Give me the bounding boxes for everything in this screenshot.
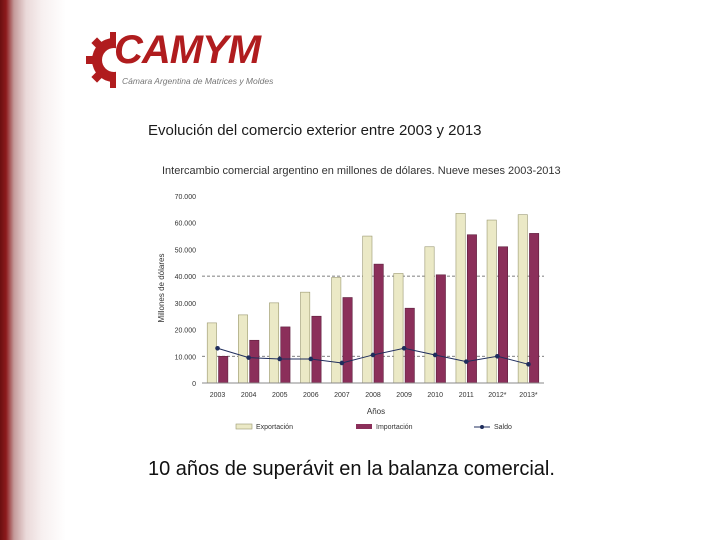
saldo-point <box>463 359 469 364</box>
x-tick-label: 2008 <box>365 392 381 399</box>
x-axis-label: Años <box>367 407 385 416</box>
bar-importacion <box>498 246 508 384</box>
bar-exportacion <box>300 291 311 384</box>
legend-label-saldo: Saldo <box>494 424 512 431</box>
bar-exportacion <box>269 302 280 384</box>
x-tick-label: 2013* <box>519 392 538 399</box>
bar-importacion <box>280 326 291 384</box>
x-tick-label: 2011 <box>459 392 474 399</box>
saldo-point <box>432 352 438 358</box>
legend-label-importacion: Importación <box>376 424 413 431</box>
y-tick-label: 60.000 <box>175 221 197 228</box>
bar-exportacion <box>393 273 404 384</box>
saldo-point <box>215 345 220 351</box>
x-tick-label: 2009 <box>396 392 412 399</box>
footer-statement: 10 años de superávit en la balanza comer… <box>148 458 555 480</box>
bar-importacion <box>342 297 353 384</box>
legend-label-exportacion: Exportación <box>256 424 293 431</box>
slide-title: Evolución del comercio exterior entre 20… <box>148 122 482 139</box>
saldo-point <box>526 362 531 367</box>
saldo-point <box>401 345 407 351</box>
x-tick-label: 2004 <box>241 392 257 399</box>
x-tick-label: 2003 <box>210 392 226 399</box>
chart-legend: Exportación Importación Saldo <box>235 423 512 431</box>
x-tick-label: 2006 <box>303 392 319 399</box>
y-tick-label: 0 <box>192 381 196 388</box>
saldo-point <box>370 352 376 358</box>
bar-importacion <box>218 355 229 384</box>
legend-marker-saldo <box>480 425 484 429</box>
bar-importacion <box>435 274 446 384</box>
y-tick-label: 40.000 <box>175 274 197 281</box>
bar-importacion <box>311 315 322 384</box>
bar-exportacion <box>238 314 248 384</box>
bar-exportacion <box>206 322 217 384</box>
camym-gear-logo-icon <box>86 30 156 90</box>
saldo-point <box>495 353 500 359</box>
x-tick-label: 2007 <box>334 392 350 399</box>
chart-title: Intercambio comercial argentino en millo… <box>162 165 561 177</box>
bar-exportacion <box>455 213 466 384</box>
bar-exportacion <box>424 246 435 384</box>
y-tick-label: 20.000 <box>175 328 197 335</box>
saldo-point <box>246 355 251 360</box>
y-tick-label: 50.000 <box>175 247 197 254</box>
left-decorative-band <box>0 0 66 540</box>
bar-exportacion <box>486 219 497 384</box>
saldo-point <box>339 360 345 366</box>
x-tick-label: 2005 <box>272 392 288 399</box>
bar-exportacion <box>362 235 373 384</box>
saldo-point <box>308 356 314 362</box>
logo-subtitle: Cámara Argentina de Matrices y Moldes <box>122 76 274 86</box>
saldo-point <box>277 356 283 362</box>
bar-importacion <box>249 339 260 384</box>
legend-swatch-importacion <box>356 424 372 429</box>
bar-importacion <box>373 263 384 384</box>
trade-chart: Intercambio comercial argentino en millo… <box>157 165 561 431</box>
y-tick-label: 70.000 <box>175 194 197 201</box>
x-tick-label: 2010 <box>427 392 443 399</box>
bar-exportacion <box>517 214 528 384</box>
y-axis-label: Millones de dólares <box>157 254 166 323</box>
y-tick-label: 10.000 <box>175 354 197 361</box>
y-tick-label: 30.000 <box>175 301 197 308</box>
bar-importacion <box>404 307 415 384</box>
bar-importacion <box>529 233 540 384</box>
logo-name: CAMYM <box>114 28 261 72</box>
bar-exportacion <box>331 277 342 384</box>
legend-swatch-exportacion <box>235 423 253 430</box>
x-tick-label: 2012* <box>488 392 507 399</box>
